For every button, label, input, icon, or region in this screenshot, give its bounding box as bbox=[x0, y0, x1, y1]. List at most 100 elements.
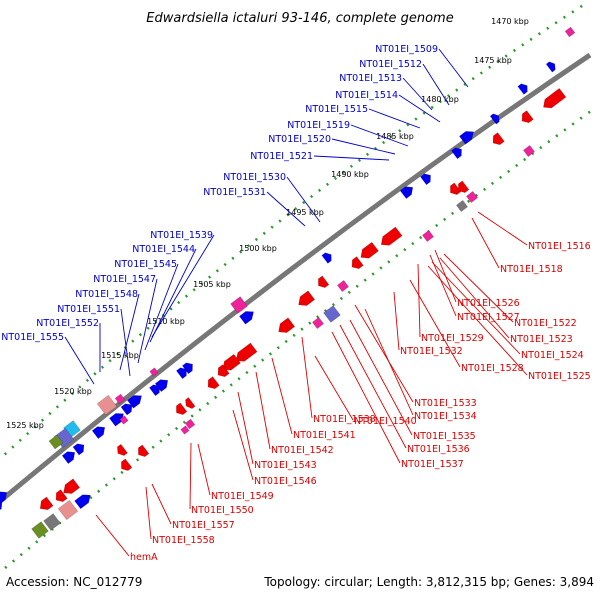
genome-backbone bbox=[0, 52, 592, 505]
gene-label-nt01ei-1530: NT01EI_1530 bbox=[223, 172, 286, 183]
gene-labels: NT01EI_1509 NT01EI_1512 NT01EI_1513 NT01EI_… bbox=[1, 44, 590, 563]
forward-gene-7 bbox=[399, 186, 414, 199]
kbp-ticks: 1470 kbp 1475 kbp 1480 kbp 1485 kbp 1490 kbp… bbox=[6, 17, 529, 430]
gene-label-nt01ei-1526: NT01EI_1526 bbox=[457, 298, 520, 309]
gene-label-nt01ei-1558: NT01EI_1558 bbox=[152, 535, 215, 546]
reverse-gene-12 bbox=[235, 342, 258, 362]
feature-box-19 bbox=[57, 499, 79, 521]
leader-nt01ei-1538 bbox=[301, 336, 313, 419]
forward-gene-19 bbox=[72, 443, 85, 456]
label-leader-lines bbox=[64, 48, 528, 557]
forward-gene-1 bbox=[545, 61, 556, 73]
forward-gene-13 bbox=[149, 384, 160, 397]
gene-label-hema: hemA bbox=[130, 552, 158, 563]
leader-nt01ei-1530 bbox=[286, 176, 321, 223]
reverse-gene-8 bbox=[351, 256, 364, 269]
forward-gene-17 bbox=[91, 426, 106, 439]
feature-box-11 bbox=[114, 393, 126, 405]
reverse-gene-5 bbox=[458, 180, 470, 193]
gene-label-nt01ei-1555: NT01EI_1555 bbox=[1, 332, 64, 343]
gene-label-nt01ei-1521: NT01EI_1521 bbox=[250, 151, 313, 162]
tick-label-1485-kbp: 1485 kbp bbox=[376, 132, 414, 141]
tick-label-1480-kbp: 1480 kbp bbox=[421, 95, 459, 104]
leader-nt01ei-1533 bbox=[354, 304, 414, 403]
forward-gene-10 bbox=[182, 362, 193, 375]
gene-label-nt01ei-1545: NT01EI_1545 bbox=[114, 259, 177, 270]
gene-label-nt01ei-1557: NT01EI_1557 bbox=[172, 520, 235, 531]
gene-label-nt01ei-1548: NT01EI_1548 bbox=[75, 289, 138, 300]
reverse-gene-2 bbox=[521, 110, 534, 123]
gene-label-nt01ei-1544: NT01EI_1544 bbox=[132, 244, 195, 255]
leader-nt01ei-1536 bbox=[339, 324, 407, 449]
tick-label-1510-kbp: 1510 kbp bbox=[147, 317, 185, 326]
forward-gene-8 bbox=[321, 252, 332, 264]
leader-nt01ei-1557 bbox=[151, 483, 172, 525]
gene-features bbox=[0, 26, 576, 539]
gene-label-nt01ei-1523: NT01EI_1523 bbox=[510, 334, 573, 345]
forward-gene-18 bbox=[61, 451, 76, 464]
tick-label-1500-kbp: 1500 kbp bbox=[239, 244, 277, 253]
forward-gene-21 bbox=[0, 491, 8, 504]
reverse-gene-3 bbox=[492, 132, 505, 145]
gene-label-nt01ei-1546: NT01EI_1546 bbox=[254, 476, 317, 487]
reverse-gene-6 bbox=[380, 226, 403, 246]
feature-box-16 bbox=[48, 434, 64, 450]
leader-nt01ei-1537 bbox=[331, 331, 401, 464]
feature-box-6 bbox=[337, 280, 349, 292]
tick-label-1525-kbp: 1525 kbp bbox=[6, 421, 44, 430]
gene-label-nt01ei-1519: NT01EI_1519 bbox=[287, 120, 350, 131]
gene-label-nt01ei-1528: NT01EI_1528 bbox=[461, 363, 524, 374]
forward-gene-20 bbox=[74, 494, 91, 510]
gene-label-nt01ei-1534: NT01EI_1534 bbox=[414, 411, 477, 422]
gene-label-nt01ei-1509: NT01EI_1509 bbox=[375, 44, 438, 55]
reverse-gene-22 bbox=[39, 496, 54, 511]
leader-nt01ei-1539 bbox=[151, 234, 215, 338]
reverse-gene-10 bbox=[298, 290, 316, 306]
gene-label-nt01ei-1532: NT01EI_1532 bbox=[400, 346, 463, 357]
gene-label-nt01ei-1536: NT01EI_1536 bbox=[407, 444, 470, 455]
forward-gene-4 bbox=[459, 131, 474, 145]
tick-label-1495-kbp: 1495 kbp bbox=[286, 208, 324, 217]
gene-label-nt01ei-1520: NT01EI_1520 bbox=[268, 134, 331, 145]
tick-label-1520-kbp: 1520 kbp bbox=[54, 387, 92, 396]
reverse-gene-9 bbox=[318, 275, 330, 288]
gene-label-nt01ei-1535: NT01EI_1535 bbox=[413, 431, 476, 442]
forward-gene-15 bbox=[120, 403, 133, 416]
reverse-gene-20 bbox=[63, 478, 81, 494]
gene-label-nt01ei-1551: NT01EI_1551 bbox=[57, 304, 120, 315]
gene-label-nt01ei-1547: NT01EI_1547 bbox=[93, 274, 156, 285]
reverse-gene-19 bbox=[121, 458, 133, 471]
reverse-gene-15 bbox=[207, 376, 220, 389]
feature-box-8 bbox=[312, 317, 324, 329]
leader-nt01ei-1520 bbox=[331, 138, 396, 155]
forward-gene-5 bbox=[451, 147, 462, 160]
leader-nt01ei-1535 bbox=[349, 319, 413, 436]
leader-nt01ei-1518 bbox=[471, 217, 500, 269]
accession-text: Accession: NC_012779 bbox=[6, 575, 142, 589]
leader-nt01ei-1544 bbox=[149, 248, 197, 343]
tick-label-1470-kbp: 1470 kbp bbox=[491, 17, 529, 26]
genome-summary-text: Topology: circular; Length: 3,812,315 bp… bbox=[263, 575, 594, 589]
forward-gene-11 bbox=[176, 367, 187, 380]
gene-label-nt01ei-1543: NT01EI_1543 bbox=[254, 460, 317, 471]
forward-gene-6 bbox=[420, 173, 431, 186]
gene-label-nt01ei-1524: NT01EI_1524 bbox=[521, 350, 584, 361]
leader-nt01ei-1545 bbox=[144, 263, 179, 351]
map-title: Edwardsiella ictaluri 93-146, complete g… bbox=[146, 11, 453, 26]
forward-gene-2 bbox=[517, 83, 528, 95]
gene-label-nt01ei-1525: NT01EI_1525 bbox=[528, 371, 591, 382]
reverse-gene-13 bbox=[222, 353, 241, 371]
gene-label-nt01ei-1538: NT01EI_1538 bbox=[313, 414, 376, 425]
gene-label-nt01ei-1539: NT01EI_1539 bbox=[150, 230, 213, 241]
feature-box-12 bbox=[96, 394, 118, 416]
feature-box-1 bbox=[564, 26, 576, 38]
leader-nt01ei-1541 bbox=[271, 357, 293, 435]
reverse-gene-23 bbox=[117, 443, 128, 456]
gene-label-nt01ei-1537: NT01EI_1537 bbox=[401, 459, 464, 470]
leader-nt01ei-1514 bbox=[398, 94, 441, 123]
leader-nt01ei-1515 bbox=[368, 108, 421, 129]
reverse-gene-7 bbox=[360, 241, 379, 259]
leader-nt01ei-1534 bbox=[364, 308, 414, 416]
